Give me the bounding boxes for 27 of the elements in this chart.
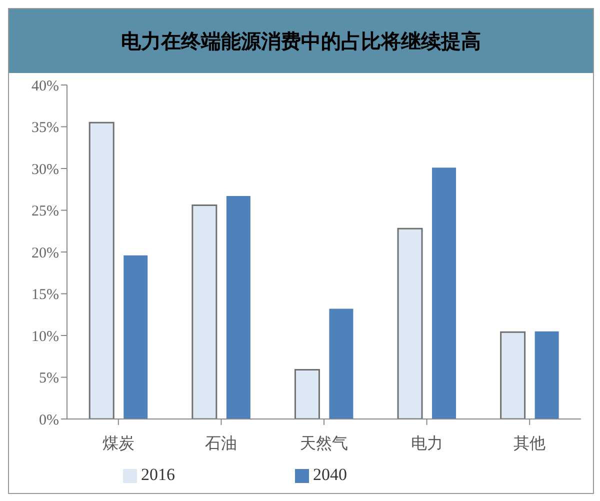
bar	[329, 308, 354, 419]
y-tick-label: 10%	[32, 328, 59, 345]
x-tick-label: 石油	[205, 434, 238, 452]
y-tick-label: 25%	[32, 204, 59, 220]
y-tick-label: 0%	[39, 412, 59, 428]
y-tick-label: 5%	[39, 370, 59, 387]
x-tick-label: 煤炭	[102, 434, 134, 452]
y-tick-label: 40%	[32, 78, 59, 94]
bar	[397, 228, 423, 419]
bar	[88, 122, 114, 419]
y-tick-label: 30%	[32, 162, 59, 178]
bar	[226, 196, 250, 419]
bar	[534, 331, 559, 419]
x-tick-label: 天然气	[300, 435, 348, 452]
x-tick-label: 电力	[410, 434, 443, 452]
x-tick-label: 其他	[514, 434, 546, 452]
bar	[432, 168, 456, 419]
legend-label: 2040	[313, 465, 347, 484]
bar	[500, 331, 526, 419]
bar	[192, 204, 218, 419]
y-tick-label: 35%	[32, 120, 59, 136]
bar	[294, 368, 320, 419]
chart-title: 电力在终端能源消费中的占比将继续提高	[9, 9, 593, 73]
legend-label: 2016	[141, 465, 175, 484]
y-tick-label: 15%	[32, 287, 59, 304]
y-tick-label: 20%	[32, 245, 59, 262]
bar	[124, 255, 148, 419]
